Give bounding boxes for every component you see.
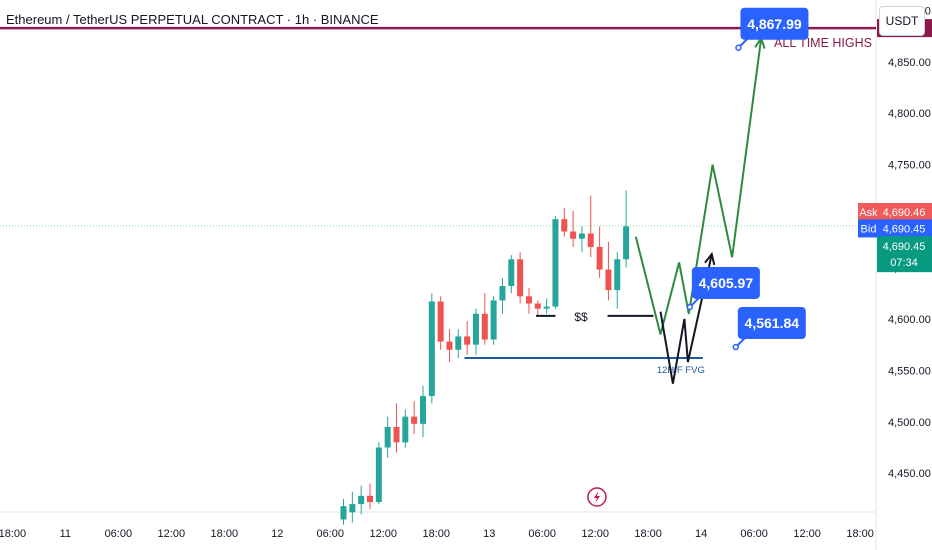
x-tick-label: 11 (60, 528, 71, 540)
candle-body (481, 313, 488, 340)
annotation-anchor[interactable] (686, 303, 694, 311)
currency-button[interactable]: USDT (879, 6, 925, 36)
candle-body (623, 226, 630, 260)
y-tick-label: 4,800.00 (888, 108, 931, 120)
ask-tag-value-box (877, 202, 932, 221)
candle-body (508, 259, 515, 287)
y-tick-label: 4,850.00 (888, 57, 931, 69)
bid-tag-value-box (877, 219, 932, 238)
candle-body (375, 447, 382, 503)
bid-tag-label: Bid (861, 223, 877, 235)
last-price-tag (877, 236, 932, 273)
candle-body (499, 286, 506, 301)
bid-tag-label-box (858, 219, 879, 238)
lightning-icon (593, 491, 600, 503)
ask-tag-label-box (858, 202, 879, 221)
annotation-value: 4,605.97 (699, 275, 754, 291)
candle-body (446, 341, 453, 350)
candle-body (464, 336, 471, 345)
candle-body (525, 296, 532, 304)
x-tick-label: 06:00 (740, 528, 768, 540)
y-tick-label: 4,750.00 (888, 160, 931, 172)
sweep-label: $$ (574, 310, 588, 324)
candle-body (349, 504, 356, 513)
annotation-anchor[interactable] (732, 343, 740, 351)
x-tick-label: 06:00 (528, 528, 556, 540)
y-tick-label: 4,500.00 (888, 417, 931, 429)
y-tick-label: 4,450.00 (888, 468, 931, 480)
annotation-box[interactable] (691, 266, 760, 299)
candle-body (561, 219, 568, 232)
candle-body (340, 506, 347, 520)
candle-body (587, 233, 594, 247)
y-tick-label: 4,550.00 (888, 365, 931, 377)
x-tick-label: 18:00 (0, 528, 26, 540)
annotation-anchor[interactable] (735, 44, 742, 52)
candle-body (552, 219, 559, 307)
projection-path-black[interactable] (659, 253, 713, 384)
ask-tag-label: Ask (859, 207, 878, 219)
candle-body (428, 301, 435, 397)
x-tick-label: 12 (271, 528, 283, 540)
bar-countdown: 07:34 (890, 257, 918, 269)
candle-body (490, 300, 497, 340)
annotation-value: 4,561.84 (745, 315, 800, 331)
x-tick-label: 12:00 (581, 528, 609, 540)
candle-body (578, 233, 585, 239)
x-tick-label: 18:00 (211, 528, 239, 540)
projection-arrow-black (704, 251, 716, 266)
fvg-label: 12H F FVG (657, 365, 705, 376)
x-tick-label: 18:00 (422, 528, 450, 540)
last-price-value: 4,690.45 (883, 241, 926, 253)
x-tick-label: 12:00 (793, 528, 821, 540)
candle-body (393, 426, 400, 443)
candle-body (472, 313, 479, 345)
candle-body (455, 336, 462, 350)
x-tick-label: 13 (483, 528, 495, 540)
x-tick-label: 12:00 (369, 528, 397, 540)
x-tick-label: 06:00 (317, 528, 345, 540)
candle-body (367, 495, 374, 503)
bid-tag-value: 4,690.45 (883, 223, 926, 235)
candle-body (614, 259, 621, 291)
candle-body (402, 416, 409, 443)
candle-body (543, 306, 550, 309)
candle-body (411, 416, 418, 424)
x-tick-label: 12:00 (158, 528, 186, 540)
x-tick-label: 14 (695, 528, 707, 540)
x-tick-label: 18:00 (634, 528, 662, 540)
x-tick-label: 06:00 (105, 528, 133, 540)
candle-body (358, 495, 365, 505)
candle-body (437, 301, 444, 342)
annotation-box[interactable] (737, 307, 806, 340)
ask-tag-value: 4,690.46 (883, 207, 926, 219)
candle-body (605, 269, 612, 291)
projection-path-green[interactable] (634, 38, 763, 335)
annotation-value: 4,867.99 (747, 16, 802, 32)
candle-body (517, 259, 524, 297)
y-tick-label: 4,600.00 (888, 314, 931, 326)
annotation-box[interactable] (740, 7, 809, 40)
chart-title: Ethereum / TetherUS PERPETUAL CONTRACT ·… (6, 12, 379, 27)
candle-body (419, 396, 426, 424)
x-tick-label: 18:00 (846, 528, 874, 540)
candle-body (570, 231, 577, 239)
candle-body (534, 303, 541, 309)
price-axis[interactable] (876, 0, 932, 550)
candle-body (384, 426, 391, 448)
candle-body (596, 246, 603, 270)
